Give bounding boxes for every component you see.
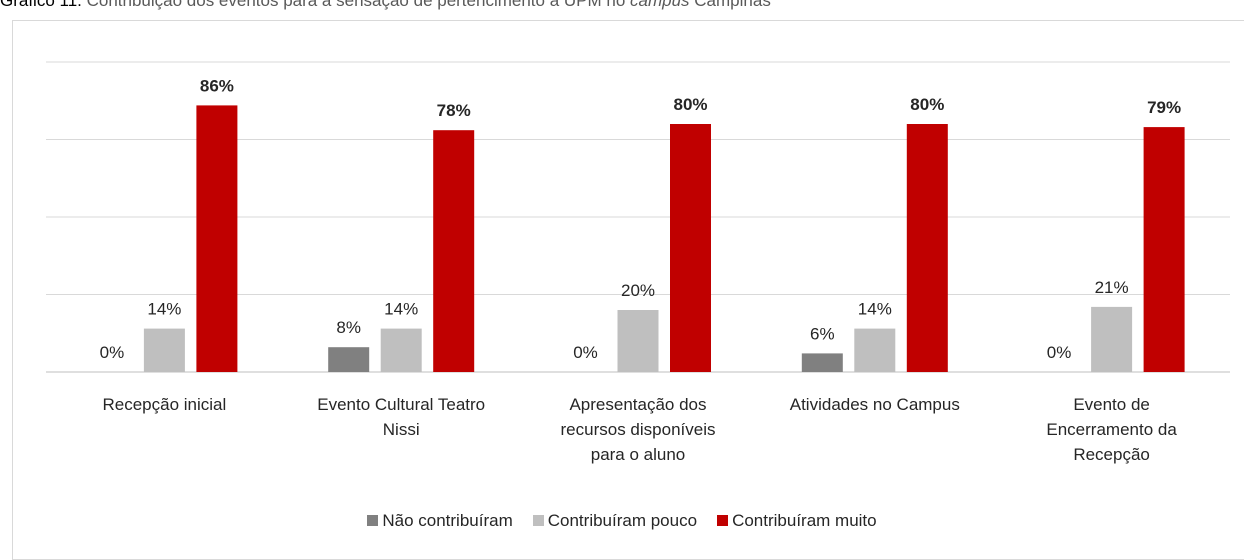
data-label: 14% xyxy=(147,300,181,319)
data-label: 14% xyxy=(858,300,892,319)
bar xyxy=(143,328,185,372)
data-label: 21% xyxy=(1095,278,1129,297)
data-label: 20% xyxy=(621,281,655,300)
x-tick-label: Apresentação dos recursos disponíveis pa… xyxy=(560,395,716,464)
legend: Não contribuíram Contribuíram pouco Contri… xyxy=(0,511,1244,531)
x-tick-label: Evento Cultural Teatro Nissi xyxy=(317,395,486,439)
bar xyxy=(906,124,948,372)
legend-item: Contribuíram pouco xyxy=(532,511,698,531)
data-label: 0% xyxy=(1047,343,1072,362)
data-label: 86% xyxy=(200,76,234,95)
bar xyxy=(380,328,422,372)
x-tick-label: Recepção inicial xyxy=(102,395,227,414)
legend-swatch xyxy=(717,515,729,526)
bar xyxy=(1143,127,1185,372)
bar xyxy=(801,353,843,372)
bar xyxy=(196,105,238,373)
data-label: 78% xyxy=(437,101,471,120)
bar xyxy=(328,347,370,372)
title-label: Gráfico 11. xyxy=(0,0,82,10)
title-end: Campinas xyxy=(694,0,771,10)
bar xyxy=(1091,306,1133,372)
data-label: 79% xyxy=(1147,98,1181,117)
legend-label: Não contribuíram xyxy=(382,511,513,530)
data-label: 0% xyxy=(573,343,598,362)
title-text: Contribuição dos eventos para a sensação… xyxy=(86,0,626,10)
bar xyxy=(617,310,659,372)
bar xyxy=(670,124,711,372)
legend-item: Não contribuíram xyxy=(367,511,513,531)
legend-label: Contribuíram pouco xyxy=(547,511,698,530)
data-label: 80% xyxy=(673,95,707,114)
legend-swatch xyxy=(532,515,544,526)
data-label: 80% xyxy=(910,95,944,114)
bar xyxy=(433,130,475,372)
legend-item: Contribuíram muito xyxy=(717,511,877,531)
data-label: 8% xyxy=(336,318,361,337)
chart: 0% 14% 86% 8% 14% 78% 0% 20% 80% 6% 14% 80% 0% 21% 79% xyxy=(46,61,1230,373)
chart-title: Gráfico 11. Contribuição dos eventos par… xyxy=(0,0,771,11)
legend-label: Contribuíram muito xyxy=(732,511,877,530)
x-tick-label: Atividades no Campus xyxy=(789,395,960,414)
x-tick-label: Evento de Encerramento da Recepção xyxy=(1046,395,1177,464)
legend-swatch xyxy=(367,515,379,526)
data-label: 6% xyxy=(810,324,835,343)
data-label: 0% xyxy=(100,343,125,362)
data-label: 14% xyxy=(384,300,418,319)
title-italic: campus xyxy=(630,0,690,10)
bar xyxy=(854,328,896,372)
